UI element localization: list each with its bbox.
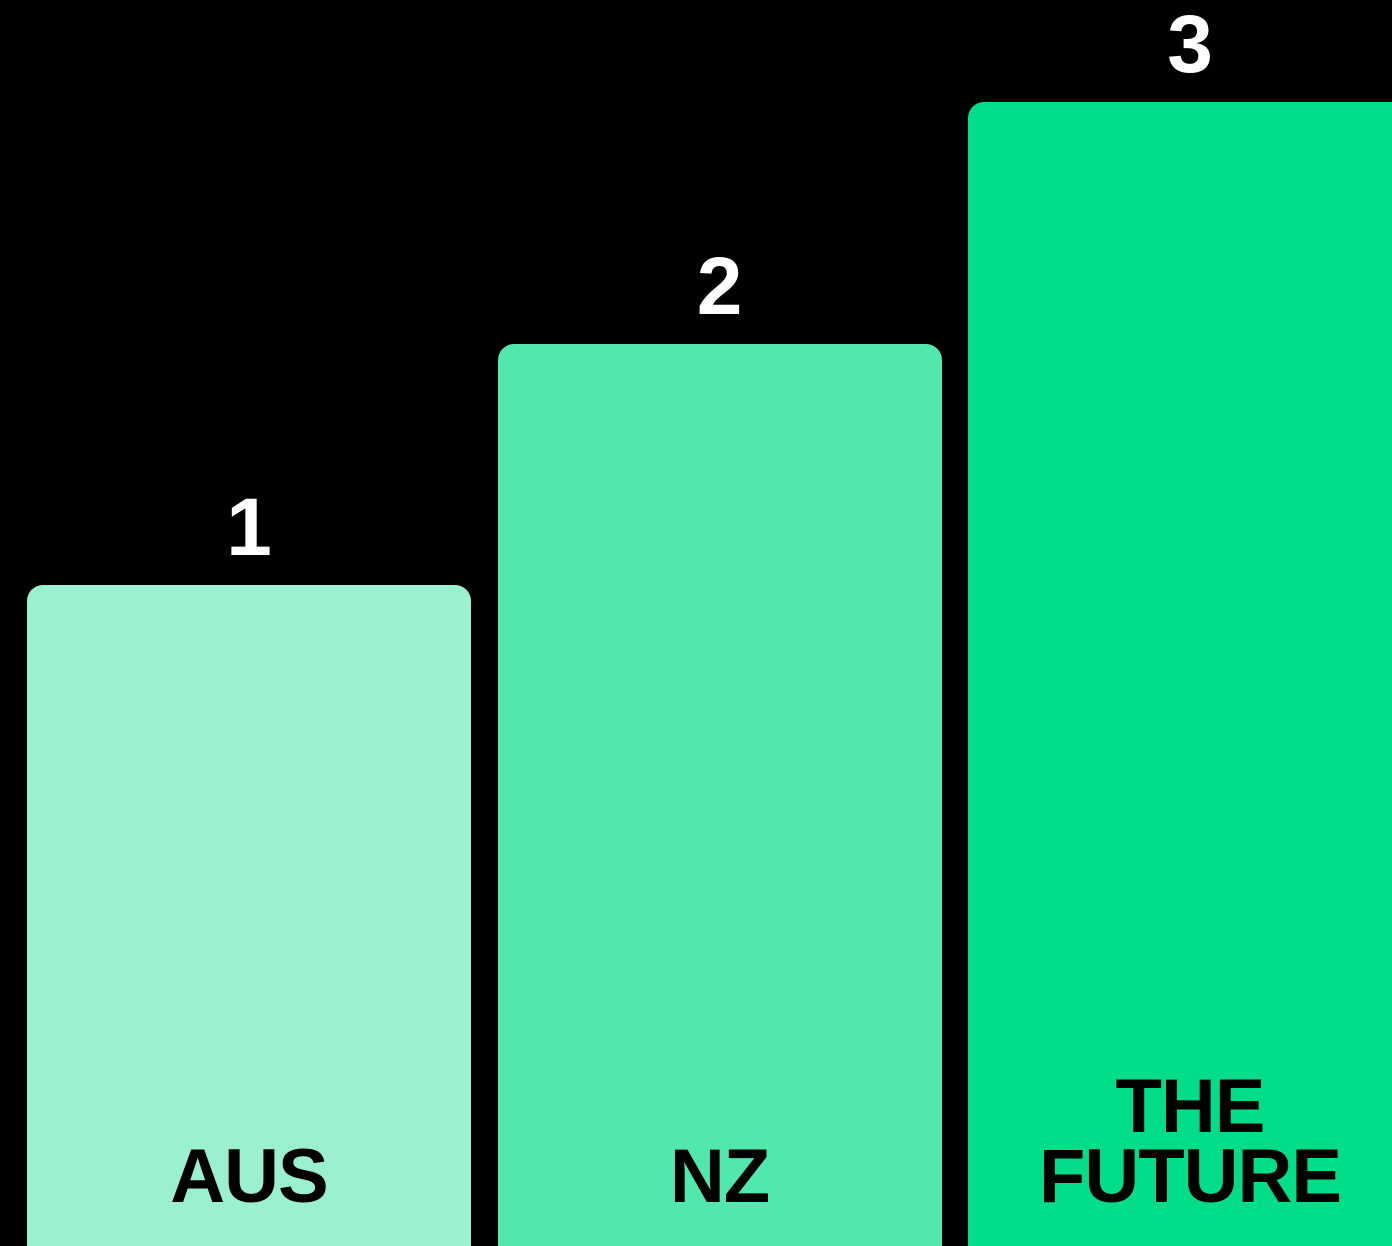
category-label: AUS bbox=[170, 1134, 328, 1220]
category-label: THE FUTURE bbox=[1038, 1064, 1342, 1220]
bar bbox=[497, 343, 942, 1246]
bar bbox=[27, 585, 471, 1246]
bar bbox=[968, 101, 1392, 1246]
value-label: 3 bbox=[1167, 0, 1213, 90]
value-label: 1 bbox=[226, 482, 272, 574]
value-label: 2 bbox=[696, 240, 743, 332]
category-label: NZ bbox=[669, 1134, 770, 1220]
